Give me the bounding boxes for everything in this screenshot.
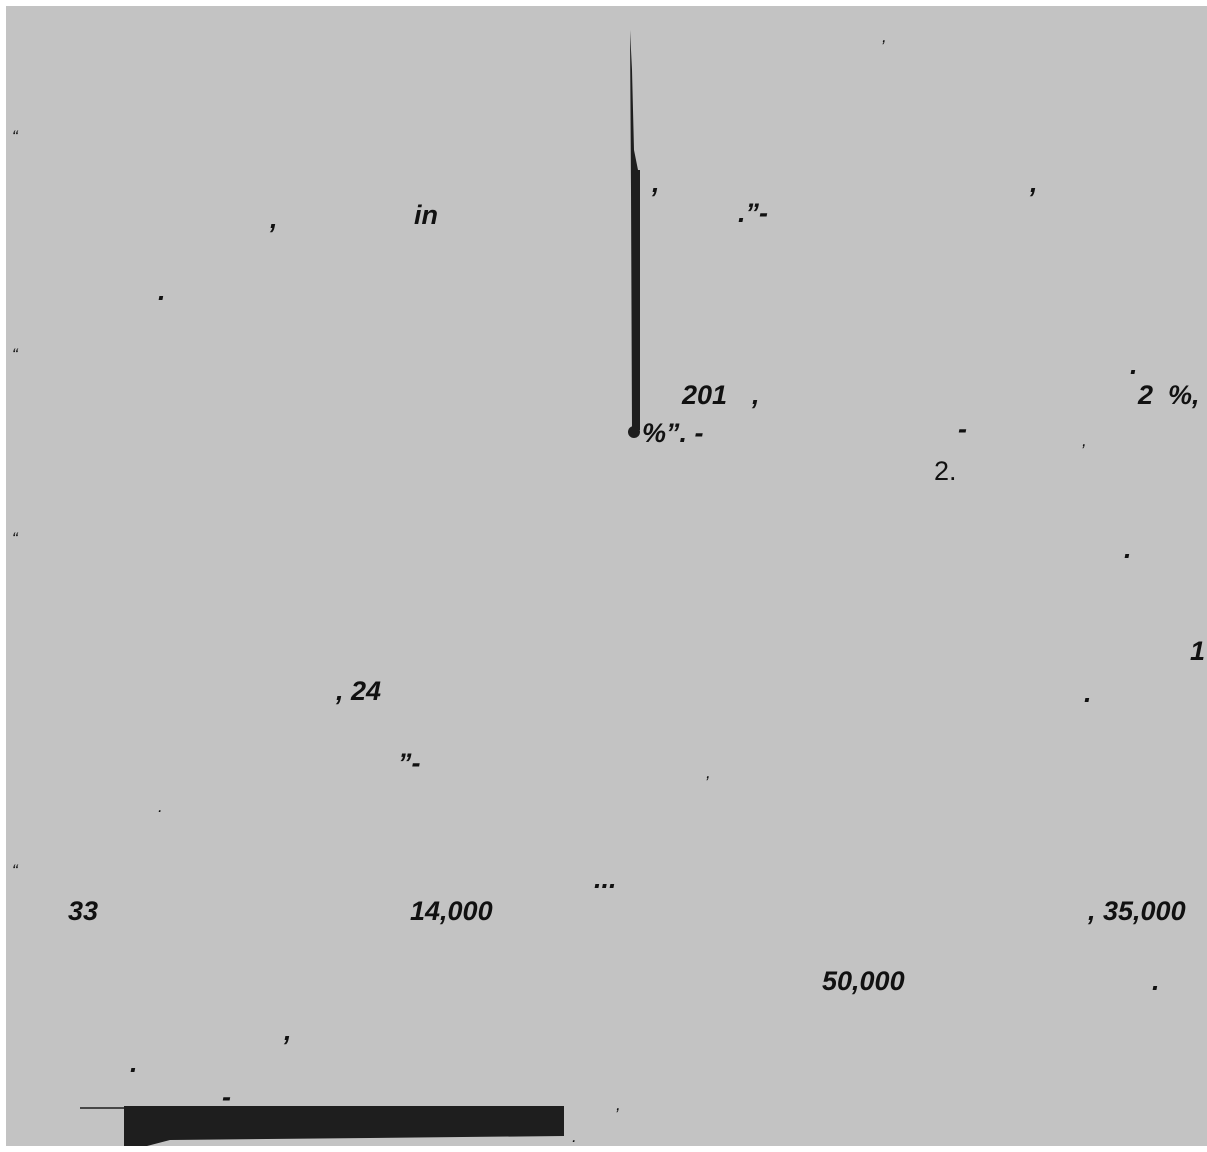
text-fragment: , 24	[336, 676, 382, 706]
text-fragment: .	[1084, 678, 1092, 708]
text-fragment: ,	[284, 1016, 292, 1046]
text-fragment: ,	[752, 380, 760, 410]
text-fragment: ”-	[398, 748, 421, 778]
text-fragment: ,	[270, 204, 278, 234]
text-fragment: .	[1130, 350, 1138, 380]
text-fragment: .	[1124, 534, 1132, 564]
text-fragment: “	[12, 529, 18, 548]
text-fragment: .	[158, 276, 166, 306]
text-fragment: ,	[1082, 431, 1087, 450]
text-fragment: “	[12, 345, 18, 364]
text-fragment: ...	[594, 864, 617, 894]
text-fragment: ,	[706, 763, 711, 782]
text-fragment: ,	[1030, 168, 1038, 198]
text-fragment: ,	[882, 27, 887, 46]
text-fragment: 1	[1190, 636, 1206, 666]
text-fragment: , 35,000	[1088, 896, 1186, 926]
text-fragment: .	[130, 1048, 138, 1078]
text-fragment: 50,000	[822, 966, 905, 996]
text-fragment: -	[958, 414, 967, 444]
text-fragment: in	[414, 200, 438, 230]
vertical-needle-shape	[628, 30, 640, 438]
text-fragment: .	[1152, 966, 1160, 996]
text-fragment: 14,000	[410, 896, 493, 926]
text-fragment: .”-	[738, 198, 768, 228]
text-fragment: %,	[1168, 380, 1200, 410]
text-fragment: “	[12, 861, 18, 880]
text-fragment: 2.	[934, 456, 957, 486]
text-fragment: ,	[616, 1095, 621, 1114]
text-fragment: .	[158, 797, 163, 816]
text-fragment: .	[572, 1127, 577, 1146]
text-fragment: -	[222, 1082, 231, 1112]
text-fragment: 33	[68, 896, 99, 926]
horizontal-bar-shape	[80, 1106, 564, 1146]
text-fragment: 201	[682, 380, 728, 410]
text-fragment: 2	[1138, 380, 1154, 410]
text-fragment: “	[12, 127, 18, 146]
document-panel: , “ , , , in .”- . “ . 201 , 2 %, %”. - …	[6, 6, 1207, 1146]
text-fragment: %”. -	[642, 418, 704, 448]
text-fragment: ,	[652, 168, 660, 198]
